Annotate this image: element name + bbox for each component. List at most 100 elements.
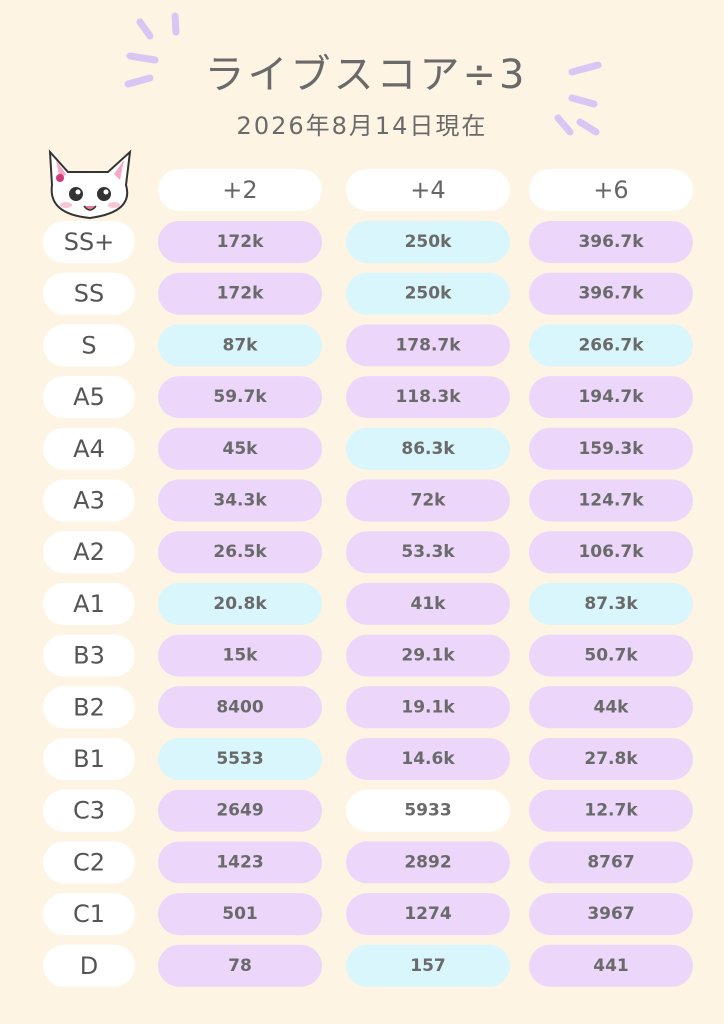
rank-bg [43,376,135,419]
rank: A2 [73,538,105,566]
cell-bg [346,427,510,470]
cell: 396.7k [578,232,644,252]
cell: 29.1k [401,646,455,666]
rank: D [80,952,98,980]
cell-bg [158,944,322,987]
rank-bg [43,738,135,780]
cell: 266.7k [578,335,644,355]
cell-bg [346,686,510,729]
cell-bg [529,634,693,677]
cell: 87k [223,335,259,355]
cell-bg [346,376,510,419]
cell: 250k [405,232,452,252]
cell: 441 [593,956,629,976]
rank: C3 [73,797,105,825]
cell: 78 [228,956,252,976]
cell-bg [346,272,510,315]
rank-bg [43,944,135,987]
cell: 15k [223,646,259,666]
cell: 124.7k [578,491,644,511]
table: +2 +4 +6 SS+ 172k 250k 396.7k SS 172k 250k 396.7k S… [43,169,693,987]
cell: 45k [223,439,259,459]
rank-bg [43,686,135,729]
rank-bg [43,841,135,884]
rank: SS+ [64,228,115,256]
cell: 19.1k [401,697,455,717]
cell: 159.3k [578,439,644,459]
cell: 3967 [587,904,634,924]
column-header-bg [346,169,510,211]
title: ライブスコア÷3 [205,52,528,98]
cell: 72k [411,491,447,511]
rank: B1 [73,745,105,773]
rank-bg [43,272,135,315]
cell: 41k [411,594,447,614]
cell: 87.3k [584,594,638,614]
cell-bg [158,789,322,832]
cell: 5533 [216,749,263,769]
cell-bg [158,634,322,677]
cell-bg [529,479,693,522]
cell-bg [346,221,510,263]
cell: 1274 [404,904,451,924]
cell-bg [158,738,322,780]
cell: 118.3k [395,387,461,407]
rank: SS [74,280,104,308]
cell-bg [346,634,510,677]
cell: 396.7k [578,284,644,304]
cell: 12.7k [584,801,638,821]
rank: A3 [73,487,105,515]
cell: 2649 [216,801,263,821]
column-header: +6 [593,176,628,204]
cell: 59.7k [213,387,267,407]
rank: S [81,331,96,359]
cell-bg [529,841,693,884]
cell-bg [346,944,510,987]
cell: 53.3k [401,542,455,562]
cell: 14.6k [401,749,455,769]
column-header: +2 [222,176,257,204]
decoration [124,12,602,136]
cell-bg [529,738,693,780]
cell: 44k [594,697,630,717]
rank: C2 [73,848,105,876]
cell-bg [529,324,693,367]
cell: 5933 [404,801,451,821]
cell: 2892 [404,852,451,872]
date: 2026年8月14日現在 [237,112,488,140]
cell: 250k [405,284,452,304]
rank-bg [43,221,135,263]
cell: 26.5k [213,542,267,562]
cell-bg [529,376,693,419]
cell-bg [346,582,510,625]
rank: A4 [73,435,105,463]
cell-bg [346,841,510,884]
cell: 157 [410,956,446,976]
cell-bg [529,272,693,315]
cell-bg [529,531,693,574]
cell: 194.7k [578,387,644,407]
cell-bg [158,221,322,263]
cell-bg [529,427,693,470]
cell: 501 [222,904,258,924]
cell-bg [158,531,322,574]
rank: A1 [73,590,105,618]
rank-bg [43,427,135,470]
cell: 50.7k [584,646,638,666]
cell-bg [529,944,693,987]
cell-bg [346,324,510,367]
cell-bg [346,893,510,936]
rank-bg [43,789,135,832]
cell-bg [529,686,693,729]
column-header-bg [158,169,322,211]
cell-bg [346,738,510,780]
rank-bg [43,582,135,625]
cell-bg [158,893,322,936]
cell: 27.8k [584,749,638,769]
cell-bg [346,789,510,832]
cell: 172k [217,284,264,304]
cell-bg [529,582,693,625]
rank: B2 [73,693,105,721]
cell-bg [158,272,322,315]
rank-bg [43,531,135,574]
